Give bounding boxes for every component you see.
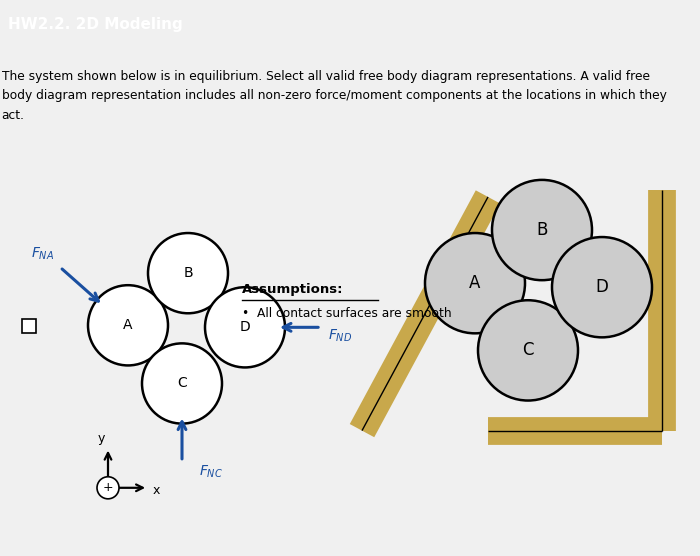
Text: C: C <box>177 376 187 390</box>
Text: A: A <box>469 274 481 292</box>
Text: B: B <box>183 266 192 280</box>
Circle shape <box>478 300 578 400</box>
Circle shape <box>492 180 592 280</box>
Circle shape <box>148 233 228 313</box>
Text: C: C <box>522 341 533 359</box>
Circle shape <box>425 233 525 334</box>
Text: $F_{NA}$: $F_{NA}$ <box>32 245 55 261</box>
Text: D: D <box>239 320 251 334</box>
Text: x: x <box>153 484 160 497</box>
Text: y: y <box>98 431 106 445</box>
Text: •  All contact surfaces are smooth: • All contact surfaces are smooth <box>242 307 452 320</box>
Text: A: A <box>123 319 133 332</box>
Circle shape <box>97 476 119 499</box>
Text: Assumptions:: Assumptions: <box>242 283 344 296</box>
Text: $F_{ND}$: $F_{ND}$ <box>328 327 352 344</box>
Text: The system shown below is in equilibrium. Select all valid free body diagram rep: The system shown below is in equilibrium… <box>1 70 666 122</box>
Circle shape <box>142 344 222 424</box>
Text: $F_{NC}$: $F_{NC}$ <box>199 464 223 480</box>
Text: B: B <box>536 221 547 239</box>
Circle shape <box>88 285 168 365</box>
Text: D: D <box>596 278 608 296</box>
Circle shape <box>205 287 285 368</box>
Text: HW2.2. 2D Modeling: HW2.2. 2D Modeling <box>8 17 183 32</box>
FancyBboxPatch shape <box>22 319 36 334</box>
Text: +: + <box>103 481 113 494</box>
Circle shape <box>552 237 652 337</box>
